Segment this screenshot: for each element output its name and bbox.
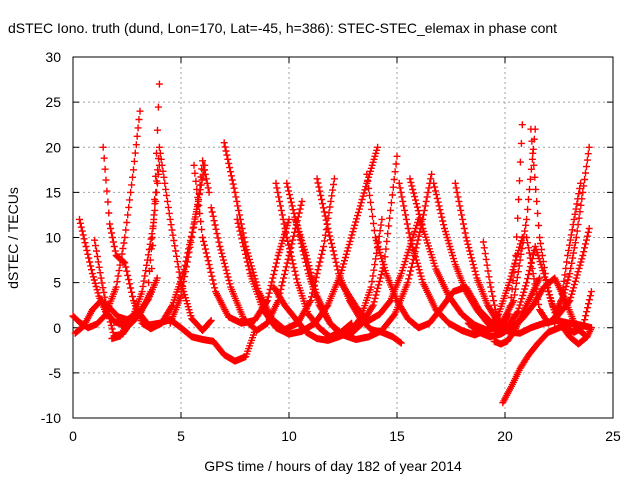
x-tick-label: 10 xyxy=(281,428,297,444)
y-tick-label: 25 xyxy=(45,94,61,110)
data-series xyxy=(207,197,306,334)
y-tick-label: 30 xyxy=(45,49,61,65)
x-tick-labels: 0 5 10 15 20 25 xyxy=(69,428,621,444)
x-tick-label: 15 xyxy=(389,428,405,444)
data-series xyxy=(108,308,258,365)
y-tick-labels: -10 -5 0 5 10 15 20 25 30 xyxy=(41,49,61,426)
plus-markers xyxy=(292,170,436,343)
plus-markers xyxy=(479,121,526,332)
y-tick-label: 20 xyxy=(45,139,61,155)
y-tick-label: 15 xyxy=(45,184,61,200)
x-tick-label: 20 xyxy=(497,428,513,444)
data-series xyxy=(69,107,144,332)
plus-markers xyxy=(207,197,306,334)
data-series xyxy=(551,179,585,327)
plus-markers xyxy=(551,179,585,327)
data-series xyxy=(166,157,213,327)
x-tick-label: 25 xyxy=(605,428,621,444)
y-axis-label: dSTEC / TECUs xyxy=(5,187,21,289)
data-series xyxy=(292,170,436,343)
data-series xyxy=(91,161,163,340)
plus-markers xyxy=(69,107,144,332)
data-points xyxy=(69,80,595,407)
y-tick-label: 0 xyxy=(53,320,61,336)
y-tick-label: -10 xyxy=(41,410,61,426)
plus-markers xyxy=(108,308,258,365)
axis-ticks xyxy=(72,56,614,419)
y-tick-label: 5 xyxy=(53,275,61,291)
y-tick-label: 10 xyxy=(45,230,61,246)
plus-markers xyxy=(490,274,544,348)
x-tick-label: 0 xyxy=(69,428,77,444)
plus-markers xyxy=(91,161,163,340)
plus-markers xyxy=(76,80,163,329)
x-axis-label: GPS time / hours of day 182 of year 2014 xyxy=(204,458,462,474)
data-series xyxy=(76,80,163,329)
x-tick-label: 5 xyxy=(177,428,185,444)
data-series xyxy=(490,274,544,348)
plus-markers xyxy=(166,157,213,327)
y-tick-label: -5 xyxy=(49,365,62,381)
data-series xyxy=(479,121,526,332)
chart-title: dSTEC Iono. truth (dund, Lon=170, Lat=-4… xyxy=(8,20,557,36)
